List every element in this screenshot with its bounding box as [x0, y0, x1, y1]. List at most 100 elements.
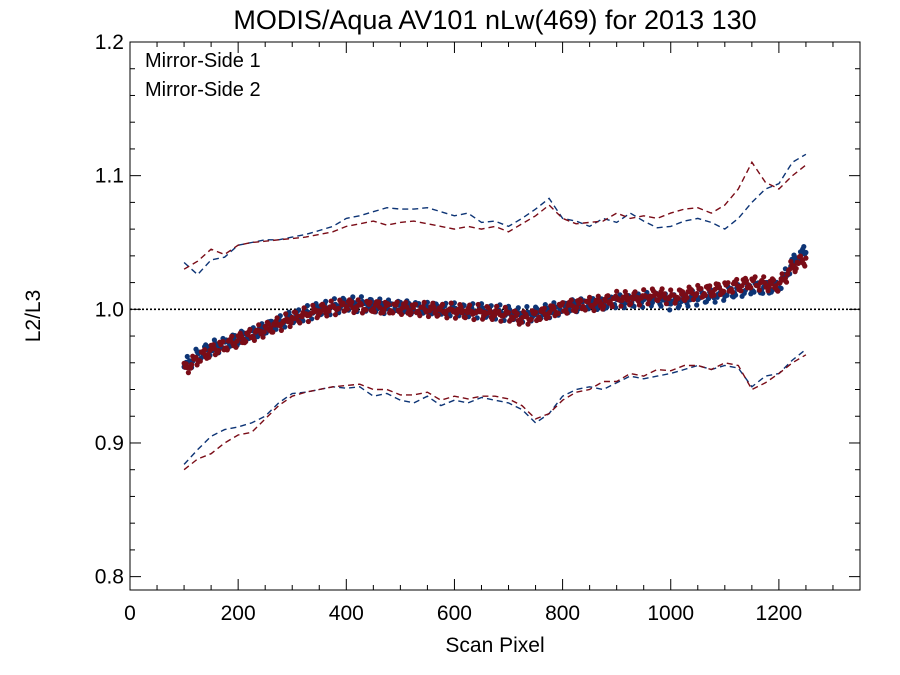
series-2-point: [545, 314, 552, 320]
series-1-point: [760, 290, 766, 296]
series-1-point: [685, 303, 691, 309]
series-2-point: [206, 354, 212, 360]
series-2-point: [748, 285, 754, 291]
series-2-point: [367, 299, 373, 305]
series-2-point: [702, 292, 708, 298]
series-2-point: [743, 278, 750, 284]
series-1-point: [667, 307, 673, 313]
series-2-point: [641, 287, 647, 293]
series-1-point: [211, 337, 217, 343]
series-2-point: [376, 299, 382, 305]
series-2-point: [587, 294, 593, 300]
series-2-point: [505, 310, 512, 316]
x-tick-label: 1000: [647, 602, 694, 625]
series-2-point: [761, 274, 767, 280]
series-1-point: [524, 304, 530, 310]
series-1-point: [282, 324, 288, 330]
series-2-point: [344, 306, 350, 312]
x-axis-label: Scan Pixel: [445, 634, 544, 657]
series-layer: [181, 153, 809, 471]
y-tick-label: 1.0: [95, 298, 124, 321]
y-tick-label: 1.1: [95, 165, 124, 188]
series-2-point: [574, 305, 580, 311]
series-2-point: [390, 310, 396, 316]
x-tick-label: 800: [545, 602, 580, 625]
series-2-point: [471, 316, 477, 323]
legend: Mirror-Side 1 Mirror-Side 2: [145, 50, 261, 101]
series-2-point: [425, 313, 432, 320]
series-2-point: [439, 301, 446, 307]
series-2-point: [467, 302, 473, 308]
series-2-point: [408, 309, 414, 316]
series-2-point: [336, 305, 342, 311]
series-2-point: [256, 322, 262, 328]
y-axis-label: L2/L3: [22, 290, 45, 343]
series-2-point: [618, 303, 624, 309]
series-2-point: [711, 292, 717, 298]
y-tick-label: 0.8: [95, 566, 124, 589]
y-tick-label: 0.9: [95, 432, 124, 455]
series-2-point: [340, 300, 346, 306]
series-2-point: [510, 316, 516, 322]
series-1-point: [803, 249, 809, 256]
series-2-point: [663, 301, 670, 307]
series-2-point: [551, 305, 557, 311]
series-2-point: [247, 326, 253, 333]
series-2-point: [568, 297, 574, 303]
series-2-point: [305, 318, 311, 325]
series-2-point: [417, 313, 423, 319]
series-2-point: [229, 333, 235, 339]
series-2-point: [394, 299, 400, 305]
series-2-point: [448, 300, 454, 306]
series-2-point: [292, 309, 299, 315]
series-1-point: [184, 353, 190, 360]
series-2-point: [462, 315, 468, 321]
legend-entry-mirror-side-2: Mirror-Side 2: [145, 79, 261, 101]
series-2-point: [288, 320, 294, 326]
series-2-point: [555, 310, 561, 316]
series-1-point: [751, 289, 757, 295]
series-2-point: [193, 354, 199, 360]
series-2-point: [431, 304, 437, 310]
series-2-point: [752, 274, 758, 280]
series-2-point: [721, 288, 727, 294]
axes: 0 200 400 600 800 1000 1200 0.8 0.9 1.0 1.1 1.2: [95, 31, 861, 625]
series-2-point: [403, 299, 409, 305]
series-2-point: [707, 283, 713, 289]
series-2-point: [595, 293, 601, 299]
series-2-point: [265, 321, 271, 327]
series-2-point: [698, 286, 704, 292]
series-2-point: [668, 287, 674, 293]
series-2-point: [694, 291, 700, 297]
series-2-point: [582, 307, 588, 313]
series-2-point: [371, 309, 377, 315]
x-tick-label: 400: [329, 602, 364, 625]
series-2-point: [268, 325, 274, 331]
series-2-point: [528, 316, 534, 322]
series-1-point: [358, 294, 364, 300]
series-2-point: [260, 334, 266, 340]
series-2-point: [189, 362, 195, 368]
x-tick-label: 0: [124, 602, 136, 625]
series-2-point: [412, 301, 419, 307]
series-2-point: [224, 347, 230, 353]
series-2-point: [494, 303, 500, 309]
series-2-point: [680, 289, 686, 295]
series-2-point: [435, 312, 441, 318]
series-2-point: [274, 315, 280, 321]
series-2-point: [502, 304, 508, 310]
series-2-point: [734, 276, 740, 283]
series-2-point: [661, 291, 667, 297]
series-2-point: [636, 302, 643, 308]
series-2-point: [197, 358, 203, 364]
plot-frame: [129, 41, 861, 591]
series-2-point: [297, 320, 303, 326]
series-2-point: [328, 298, 334, 304]
series-2-point: [591, 307, 597, 314]
series-2-point: [803, 255, 809, 261]
series-2-point: [533, 309, 539, 315]
series-2-point: [779, 271, 785, 277]
series-2-upper-bound-line: [183, 160, 807, 270]
x-tick-label: 200: [221, 602, 256, 625]
series-1-point: [658, 303, 664, 309]
